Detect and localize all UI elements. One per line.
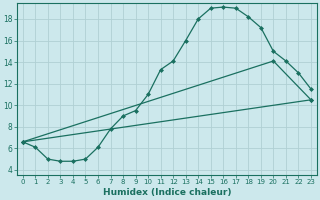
- X-axis label: Humidex (Indice chaleur): Humidex (Indice chaleur): [103, 188, 231, 197]
